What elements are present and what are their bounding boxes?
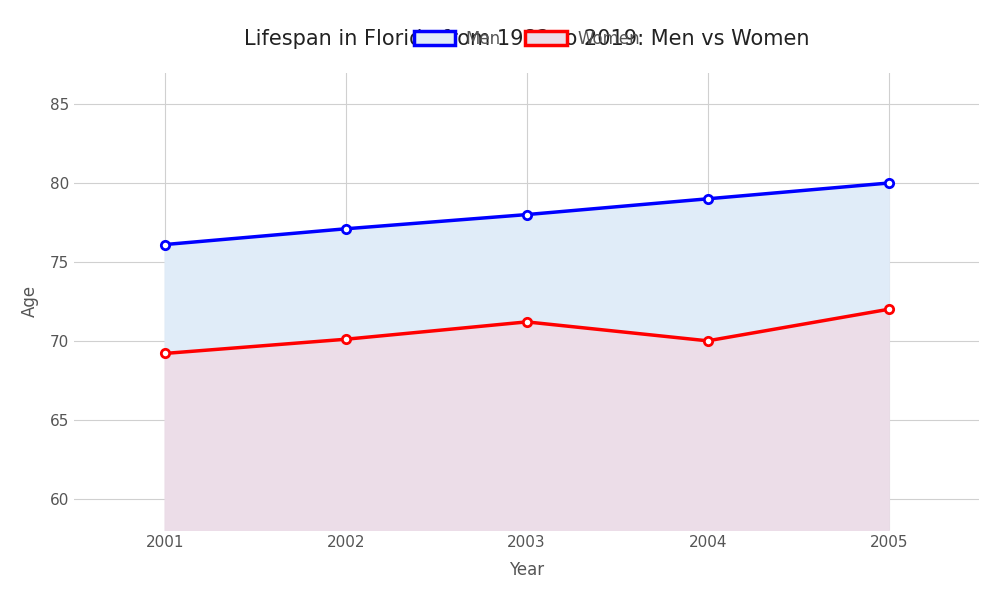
X-axis label: Year: Year <box>509 561 544 579</box>
Title: Lifespan in Florida from 1982 to 2019: Men vs Women: Lifespan in Florida from 1982 to 2019: M… <box>244 29 809 49</box>
Y-axis label: Age: Age <box>21 286 39 317</box>
Legend: Men, Women: Men, Women <box>405 22 648 56</box>
